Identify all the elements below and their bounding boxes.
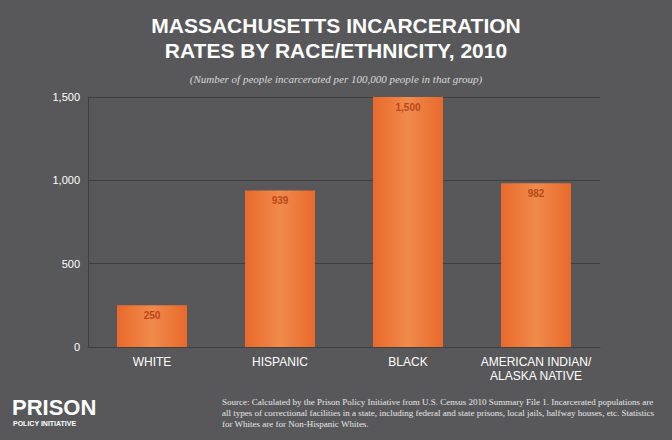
svg-text:for Whites are for Non-Hispani: for Whites are for Non-Hispanic Whites. <box>222 419 369 429</box>
svg-text:WHITE: WHITE <box>133 355 172 369</box>
svg-text:PRISON: PRISON <box>12 395 96 420</box>
svg-text:1,500: 1,500 <box>395 102 420 113</box>
svg-text:500: 500 <box>62 258 80 270</box>
svg-text:RATES BY RACE/ETHNICITY, 2010: RATES BY RACE/ETHNICITY, 2010 <box>165 39 507 62</box>
svg-text:BLACK: BLACK <box>388 355 427 369</box>
svg-text:HISPANIC: HISPANIC <box>252 355 308 369</box>
svg-text:250: 250 <box>144 310 161 321</box>
svg-text:POLICY INITIATIVE: POLICY INITIATIVE <box>13 420 76 427</box>
svg-text:all types of correctional faci: all types of correctional facilities in … <box>222 408 656 418</box>
svg-text:1,500: 1,500 <box>52 91 80 103</box>
svg-text:MASSACHUSETTS INCARCERATION: MASSACHUSETTS INCARCERATION <box>151 14 520 37</box>
svg-text:1,000: 1,000 <box>52 174 80 186</box>
svg-text:Source: Calculated by the Pris: Source: Calculated by the Prison Policy … <box>222 397 655 407</box>
svg-text:ALASKA NATIVE: ALASKA NATIVE <box>490 369 582 383</box>
svg-text:939: 939 <box>272 195 289 206</box>
svg-text:AMERICAN INDIAN/: AMERICAN INDIAN/ <box>481 355 592 369</box>
svg-text:982: 982 <box>528 188 545 199</box>
svg-text:0: 0 <box>74 341 80 353</box>
svg-text:(Number of people incarcerated: (Number of people incarcerated per 100,0… <box>190 73 483 86</box>
